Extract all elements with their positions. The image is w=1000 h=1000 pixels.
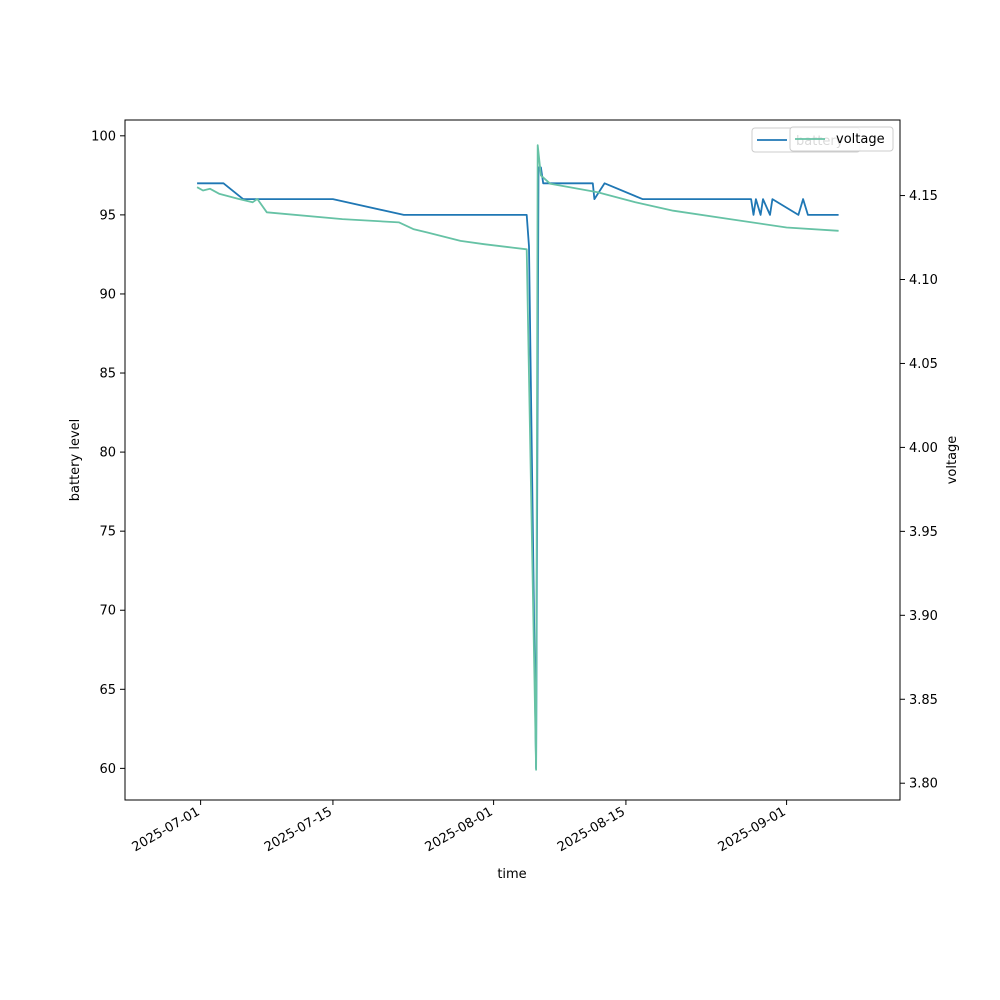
y2-tick-label: 4.15 (909, 189, 938, 204)
x-tick-label: 2025-08-01 (423, 804, 496, 855)
y-tick-label: 60 (99, 762, 116, 777)
y-tick-label: 80 (99, 446, 116, 461)
plot-area (124, 119, 901, 801)
left-y-axis: 60 65 70 75 80 85 90 95 100 (91, 129, 125, 777)
y-tick-label: 100 (91, 129, 116, 144)
legend: batteryvoltage (751, 126, 894, 153)
y2-tick-label: 4.05 (909, 357, 938, 372)
y-tick-label: 85 (99, 367, 116, 382)
y2-tick-label: 3.90 (909, 609, 938, 624)
x-tick-label: 2025-07-15 (262, 804, 335, 855)
y-tick-label: 70 (99, 604, 116, 619)
x-axis: 2025-07-01 2025-07-15 2025-08-01 2025-08-15… (130, 800, 789, 855)
right-y-axis-title: voltage (945, 436, 960, 485)
y2-tick-label: 3.85 (909, 693, 938, 708)
right-y-axis: 3.80 3.85 3.90 3.95 4.00 4.05 4.10 4.15 (900, 189, 938, 792)
legend-label-voltage: voltage (836, 132, 885, 147)
y2-tick-label: 4.10 (909, 273, 938, 288)
x-tick-label: 2025-08-15 (555, 804, 628, 855)
plot-frame (124, 119, 901, 801)
y2-tick-label: 3.80 (909, 777, 938, 792)
x-tick-label: 2025-07-01 (130, 804, 203, 855)
x-axis-title: time (497, 867, 526, 882)
y-tick-label: 95 (99, 208, 116, 223)
series-line-battery (197, 166, 839, 770)
left-y-axis-title: battery level (68, 419, 83, 502)
series-line-voltage (196, 144, 839, 771)
x-tick-label: 2025-09-01 (716, 804, 789, 855)
y2-tick-label: 3.95 (909, 525, 938, 540)
y-tick-label: 65 (99, 683, 116, 698)
y-tick-label: 75 (99, 525, 116, 540)
y2-tick-label: 4.00 (909, 441, 938, 456)
y-tick-label: 90 (99, 287, 116, 302)
legend-box-voltage (789, 126, 894, 152)
